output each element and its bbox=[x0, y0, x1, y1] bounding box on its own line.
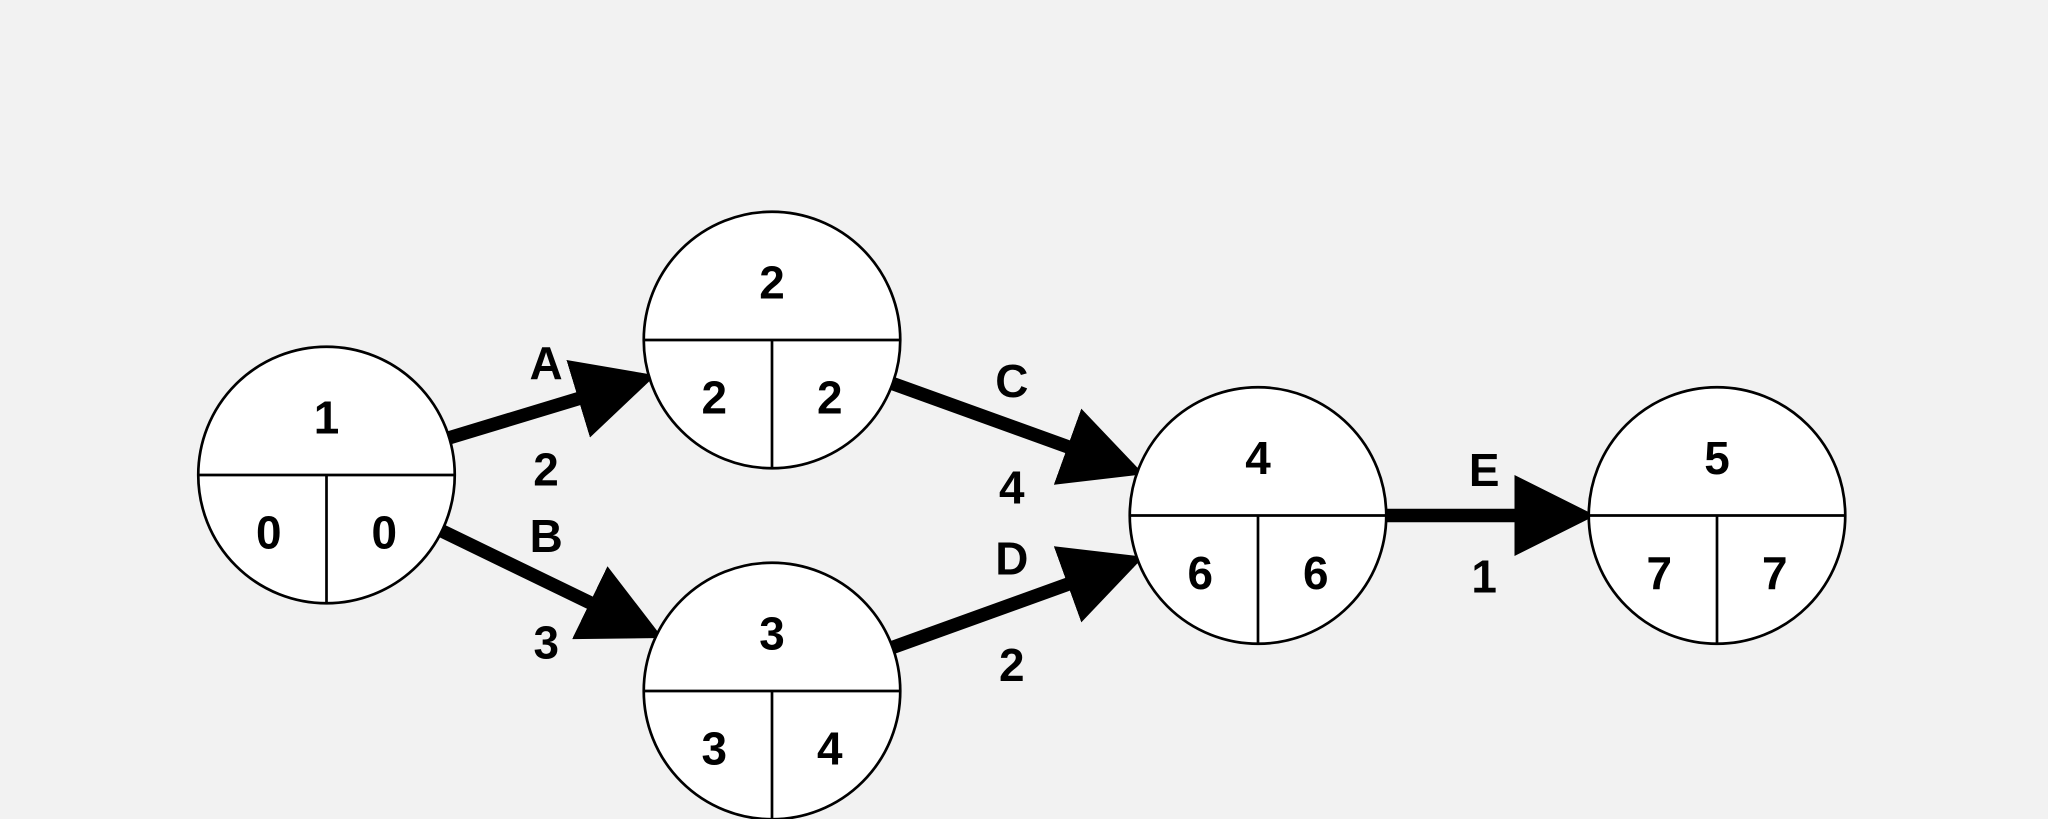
activity-network-diagram: A2B3C4D2E1 100222334466577 bbox=[0, 0, 2048, 819]
edge-B: B3 bbox=[442, 510, 651, 668]
edges-layer: A2B3C4D2E1 bbox=[442, 337, 1582, 691]
node-bottom-right-value: 6 bbox=[1303, 547, 1329, 599]
node-bottom-left-value: 7 bbox=[1647, 547, 1673, 599]
edge-value: 2 bbox=[533, 443, 559, 495]
node-top-value: 3 bbox=[759, 607, 785, 659]
node-1: 1 0 0 bbox=[198, 347, 455, 604]
node-5: 5 7 7 bbox=[1589, 387, 1846, 644]
node-bottom-left-value: 0 bbox=[256, 507, 282, 559]
node-bottom-right-value: 4 bbox=[817, 723, 843, 775]
node-top-value: 5 bbox=[1704, 432, 1730, 484]
edge-label: D bbox=[995, 533, 1028, 585]
edge-C: C4 bbox=[893, 355, 1131, 513]
edge-value: 3 bbox=[533, 616, 559, 668]
edge-label: B bbox=[530, 510, 563, 562]
edge-label: C bbox=[995, 355, 1028, 407]
node-2: 2 2 2 bbox=[644, 212, 901, 469]
node-top-value: 4 bbox=[1245, 432, 1271, 484]
node-top-value: 1 bbox=[314, 391, 340, 443]
edge-E: E1 bbox=[1386, 444, 1582, 602]
node-top-value: 2 bbox=[759, 256, 785, 308]
node-bottom-left-value: 3 bbox=[702, 723, 728, 775]
node-bottom-right-value: 7 bbox=[1762, 547, 1788, 599]
node-bottom-left-value: 2 bbox=[702, 372, 728, 424]
edge-value: 4 bbox=[999, 461, 1025, 513]
edge-A: A2 bbox=[449, 337, 643, 495]
edge-D: D2 bbox=[893, 533, 1131, 691]
edge-value: 2 bbox=[999, 639, 1025, 691]
node-bottom-right-value: 2 bbox=[817, 372, 843, 424]
node-bottom-left-value: 6 bbox=[1188, 547, 1214, 599]
node-4: 4 6 6 bbox=[1130, 387, 1387, 644]
edge-value: 1 bbox=[1471, 550, 1497, 602]
nodes-layer: 1 0 0 2 2 2 3 3 4 4 6 6 5 7 7 bbox=[198, 212, 1845, 819]
edge-label: A bbox=[529, 337, 562, 389]
edge-label: E bbox=[1469, 444, 1500, 496]
node-bottom-right-value: 0 bbox=[371, 507, 397, 559]
node-3: 3 3 4 bbox=[644, 563, 901, 819]
